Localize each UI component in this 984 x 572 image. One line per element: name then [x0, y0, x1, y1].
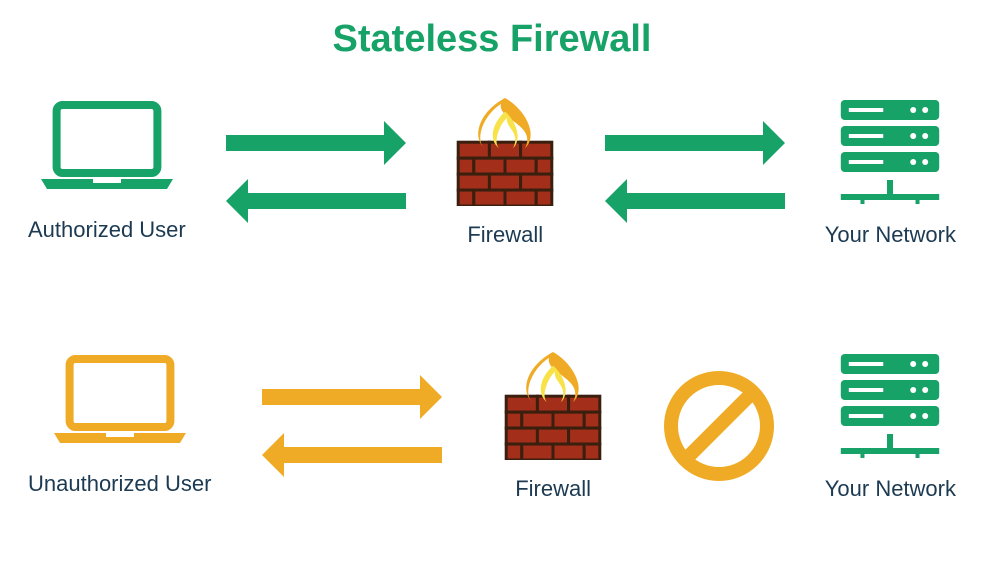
- arrows-left: [262, 375, 442, 477]
- firewall-label: Firewall: [467, 222, 543, 248]
- arrows-left: [226, 121, 406, 223]
- laptop-icon: [50, 355, 190, 455]
- server-icon: [830, 350, 950, 460]
- user-col: Unauthorized User: [28, 355, 211, 497]
- server-icon: [830, 96, 950, 206]
- firewall-label: Firewall: [515, 476, 591, 502]
- user-label: Unauthorized User: [28, 471, 211, 497]
- laptop-icon: [37, 101, 177, 201]
- firewall-icon: [445, 96, 565, 206]
- network-col: Your Network: [825, 96, 956, 248]
- page-title: Stateless Firewall: [0, 0, 984, 61]
- firewall-col: Firewall: [493, 350, 613, 502]
- firewall-icon: [493, 350, 613, 460]
- firewall-col: Firewall: [445, 96, 565, 248]
- row-unauthorized: Unauthorized User Firewall Your Network: [0, 350, 984, 502]
- user-col: Authorized User: [28, 101, 186, 243]
- block-icon: [664, 371, 774, 481]
- row-authorized: Authorized User Firewall Your Network: [0, 96, 984, 248]
- network-col: Your Network: [825, 350, 956, 502]
- network-label: Your Network: [825, 476, 956, 502]
- network-label: Your Network: [825, 222, 956, 248]
- arrows-right: [605, 121, 785, 223]
- user-label: Authorized User: [28, 217, 186, 243]
